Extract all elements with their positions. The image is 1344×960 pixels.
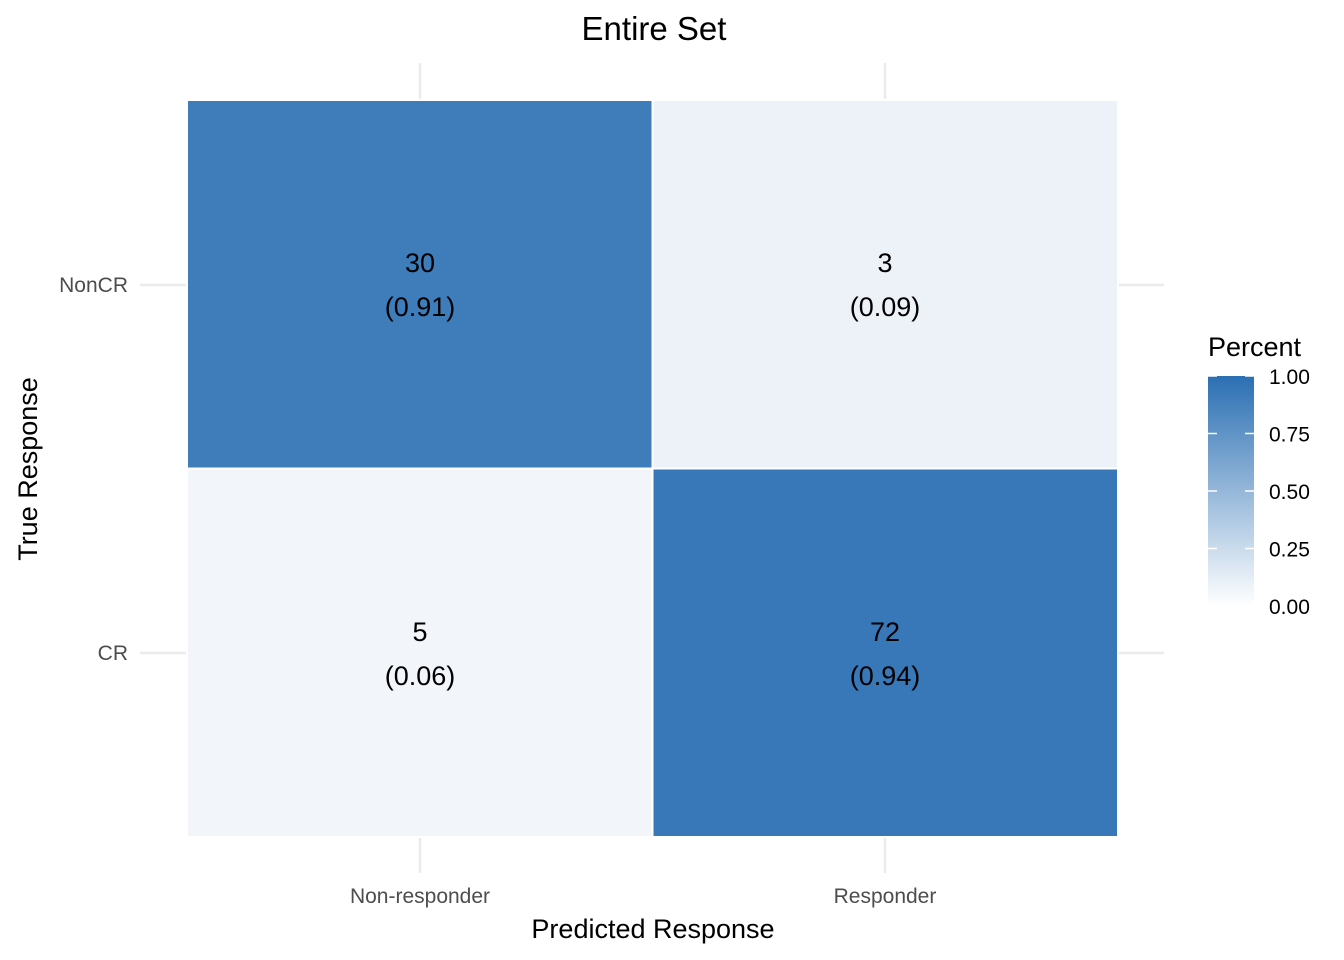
legend-tick-label: 0.00	[1269, 596, 1310, 619]
cell-count-cr-non-responder: 5	[412, 617, 427, 647]
legend: Percent 0.00 0.25 0.50 0.75 1.00	[1208, 332, 1310, 619]
y-axis-title: True Response	[13, 377, 43, 561]
cell-count-noncr-responder: 3	[877, 248, 892, 278]
cell-prop-noncr-responder: (0.09)	[850, 292, 921, 322]
heatmap-tiles	[186, 99, 1119, 838]
y-tick-label-cr: CR	[98, 642, 128, 665]
cell-labels: 30 (0.91) 3 (0.09) 5 (0.06) 72 (0.94)	[385, 248, 921, 691]
tile-noncr-responder	[651, 99, 1119, 470]
cell-count-noncr-non-responder: 30	[405, 248, 435, 278]
tile-cr-non-responder	[186, 467, 654, 838]
legend-tick-label: 0.25	[1269, 539, 1310, 562]
x-axis-title: Predicted Response	[531, 914, 774, 944]
legend-tick-label: 1.00	[1269, 366, 1310, 389]
legend-title: Percent	[1208, 332, 1302, 362]
tile-noncr-non-responder	[186, 99, 654, 470]
chart-title: Entire Set	[582, 10, 727, 47]
x-tick-label-non-responder: Non-responder	[350, 885, 490, 908]
x-tick-label-responder: Responder	[834, 885, 937, 908]
legend-tick-label: 0.75	[1269, 424, 1310, 447]
legend-tick-label: 0.50	[1269, 481, 1310, 504]
cell-prop-noncr-non-responder: (0.91)	[385, 292, 456, 322]
cell-prop-cr-non-responder: (0.06)	[385, 661, 456, 691]
cell-prop-cr-responder: (0.94)	[850, 661, 921, 691]
cell-count-cr-responder: 72	[870, 617, 900, 647]
y-tick-label-noncr: NonCR	[59, 274, 128, 297]
legend-ticks: 0.00 0.25 0.50 0.75 1.00	[1208, 366, 1310, 619]
tile-cr-responder	[651, 467, 1119, 838]
